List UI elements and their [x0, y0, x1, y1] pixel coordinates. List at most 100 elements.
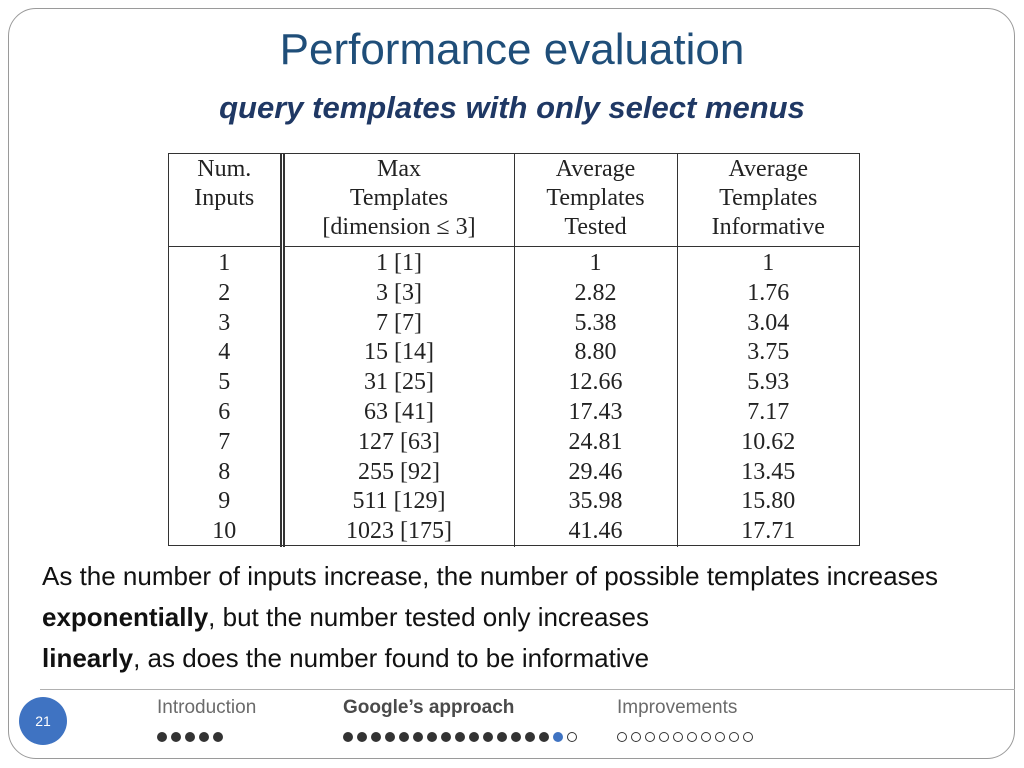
- nav-dot[interactable]: [371, 731, 381, 742]
- header-line: Templates: [719, 185, 818, 211]
- nav-dot[interactable]: [511, 731, 521, 742]
- nav-dot-current[interactable]: [553, 731, 563, 742]
- nav-dot[interactable]: [413, 731, 423, 742]
- cell-avg-tested: 1: [514, 246, 678, 279]
- cell-avg-tested: 41.46: [514, 517, 678, 547]
- table-row: 5 31 [25] 12.66 5.93: [169, 368, 859, 398]
- header-line: [dimension ≤ 3]: [322, 214, 476, 240]
- table-row: 4 15 [14] 8.80 3.75: [169, 338, 859, 369]
- cell-avg-tested: 17.43: [514, 397, 678, 428]
- cell-avg-informative: 17.71: [741, 518, 796, 545]
- nav-dot[interactable]: [399, 731, 409, 742]
- header-line: Inputs: [194, 185, 255, 211]
- cell-avg-tested: 35.98: [514, 487, 678, 518]
- nav-dot[interactable]: [673, 731, 683, 742]
- body-paragraph: As the number of inputs increase, the nu…: [42, 556, 1002, 679]
- cell-inputs: 1: [169, 246, 285, 279]
- nav-dot[interactable]: [427, 731, 437, 742]
- header-line: Templates: [349, 185, 449, 211]
- slide-subtitle: query templates with only select menus: [219, 90, 805, 125]
- cell-inputs: 9: [169, 487, 285, 518]
- nav-section-googles-approach[interactable]: Google’s approach: [343, 697, 581, 742]
- table-row: 2 3 [3] 2.82 1.76: [169, 278, 859, 309]
- cell-max-templates: 15 [14]: [282, 338, 515, 369]
- nav-dots: [617, 728, 757, 742]
- nav-dot[interactable]: [483, 731, 493, 742]
- cell-avg-informative: 3.75: [747, 339, 790, 366]
- nav-dot[interactable]: [729, 731, 739, 742]
- nav-dot[interactable]: [385, 731, 395, 742]
- cell-avg-tested: 24.81: [514, 427, 678, 458]
- table-row: 3 7 [7] 5.38 3.04: [169, 308, 859, 339]
- table-row: 9 511 [129] 35.98 15.80: [169, 487, 859, 518]
- cell-avg-informative: 1: [762, 250, 775, 276]
- table-row: 6 63 [41] 17.43 7.17: [169, 397, 859, 428]
- nav-dot[interactable]: [185, 731, 195, 742]
- header-max-templates: Max Templates [dimension ≤ 3]: [282, 154, 515, 247]
- cell-max-templates: 1 [1]: [282, 246, 515, 279]
- table-header-row: Num. Inputs Max Templates [dimension ≤ 3…: [169, 154, 859, 247]
- cell-inputs: 5: [169, 368, 285, 398]
- cell-avg-tested: 29.46: [514, 457, 678, 488]
- header-avg-tested: Average Templates Tested: [514, 154, 678, 247]
- nav-dot[interactable]: [213, 731, 223, 742]
- cell-max-templates: 7 [7]: [282, 308, 515, 339]
- cell-max-templates: 1023 [175]: [282, 517, 515, 547]
- cell-inputs: 8: [169, 457, 285, 488]
- cell-max-templates: 511 [129]: [282, 487, 515, 518]
- header-num-inputs: Num. Inputs: [169, 154, 285, 247]
- body-text-part: , but the number tested only increases: [208, 602, 649, 632]
- cell-inputs: 10: [169, 517, 285, 547]
- body-text-part: , as does the number found to be informa…: [133, 643, 650, 673]
- nav-dot[interactable]: [631, 731, 641, 742]
- nav-label-introduction[interactable]: Introduction: [157, 697, 257, 718]
- nav-dot[interactable]: [171, 731, 181, 742]
- page-number-badge: 21: [19, 697, 67, 745]
- nav-dot[interactable]: [199, 731, 209, 742]
- slide-title: Performance evaluation: [279, 25, 745, 74]
- nav-label-googles-approach[interactable]: Google’s approach: [343, 697, 515, 718]
- cell-max-templates: 127 [63]: [282, 427, 515, 458]
- nav-section-introduction[interactable]: Introduction: [157, 697, 256, 742]
- nav-dot[interactable]: [715, 731, 725, 742]
- emphasis-linearly: linearly: [42, 643, 134, 673]
- header-avg-informative: Average Templates Informative: [677, 154, 859, 247]
- nav-dot[interactable]: [497, 731, 507, 742]
- nav-dot[interactable]: [157, 731, 167, 742]
- nav-dot[interactable]: [441, 731, 451, 742]
- table-row: 1 1 [1] 1 1: [169, 246, 859, 279]
- footer-divider: [40, 689, 1015, 690]
- nav-dot[interactable]: [701, 731, 711, 742]
- nav-dot[interactable]: [357, 731, 367, 742]
- nav-dot[interactable]: [617, 731, 627, 742]
- header-line: Average: [555, 156, 636, 182]
- nav-dot[interactable]: [455, 731, 465, 742]
- nav-dot[interactable]: [539, 731, 549, 742]
- nav-dot[interactable]: [743, 731, 753, 742]
- header-line: Average: [728, 156, 809, 182]
- cell-avg-tested: 5.38: [514, 308, 678, 339]
- cell-avg-tested: 2.82: [514, 278, 678, 309]
- cell-avg-informative: 10.62: [741, 428, 796, 455]
- nav-section-improvements[interactable]: Improvements: [617, 697, 757, 742]
- nav-dot[interactable]: [343, 731, 353, 742]
- nav-label-improvements[interactable]: Improvements: [617, 697, 738, 718]
- table-row: 10 1023 [175] 41.46 17.71: [169, 517, 859, 547]
- data-table: Num. Inputs Max Templates [dimension ≤ 3…: [169, 154, 859, 547]
- cell-avg-tested: 8.80: [514, 338, 678, 369]
- body-text-part: As the number of inputs increase, the nu…: [42, 561, 939, 591]
- nav-dot[interactable]: [567, 731, 577, 742]
- cell-avg-informative: 7.17: [747, 398, 790, 425]
- nav-dot[interactable]: [659, 731, 669, 742]
- nav-dot[interactable]: [645, 731, 655, 742]
- table-row: 7 127 [63] 24.81 10.62: [169, 427, 859, 458]
- cell-inputs: 2: [169, 278, 285, 309]
- nav-dot[interactable]: [525, 731, 535, 742]
- cell-inputs: 4: [169, 338, 285, 369]
- header-line: Max: [377, 156, 421, 182]
- nav-dot[interactable]: [687, 731, 697, 742]
- header-line-blank: [171, 213, 278, 242]
- cell-max-templates: 63 [41]: [282, 397, 515, 428]
- nav-dot[interactable]: [469, 731, 479, 742]
- cell-max-templates: 3 [3]: [282, 278, 515, 309]
